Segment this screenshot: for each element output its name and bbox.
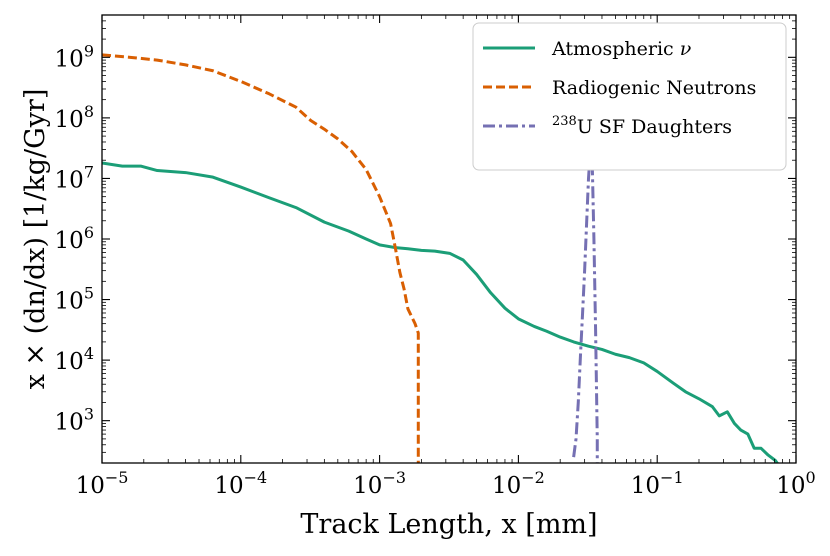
x-axis-label-text: Track Length, x [mm] <box>300 509 597 540</box>
series-layer <box>102 53 780 463</box>
y-axis-label: x × (dn/dx) [1/kg/Gyr] <box>20 89 51 390</box>
y-tick-label: 105 <box>55 284 94 315</box>
legend-label-3: 238U SF Daughters <box>552 114 732 138</box>
x-tick-label: 10−2 <box>492 468 545 499</box>
y-tick-label: 106 <box>55 223 94 254</box>
y-tick-label: 104 <box>55 344 94 375</box>
legend-box <box>472 22 787 171</box>
series-line-1 <box>102 161 780 463</box>
legend-label-2: Radiogenic Neutrons <box>552 77 756 99</box>
y-axis-label-text: x × (dn/dx) [1/kg/Gyr] <box>20 89 51 390</box>
x-tick-label: 10−4 <box>214 468 267 499</box>
x-axis-label: Track Length, x [mm] <box>300 509 597 540</box>
x-tick-label: 10−1 <box>631 468 684 499</box>
x-tick-label: 10−3 <box>353 468 406 499</box>
x-tick-label: 100 <box>776 468 815 499</box>
legend: Atmospheric ν Radiogenic Neutrons 238U SF … <box>472 22 787 171</box>
y-tick-label: 107 <box>55 162 94 193</box>
x-tick-label: 10−5 <box>76 468 129 499</box>
y-tick-label: 109 <box>55 41 94 72</box>
series-line-2 <box>102 53 420 463</box>
y-tick-label: 103 <box>55 405 94 436</box>
legend-label-1: Atmospheric ν <box>551 38 692 60</box>
ticks-layer: 10−5 10−4 10−3 10−2 10−1 100 103 104 105 106 107 10… <box>55 15 816 499</box>
plot-frame <box>101 14 797 464</box>
series-line-3 <box>572 148 599 463</box>
y-tick-label: 108 <box>55 102 94 133</box>
